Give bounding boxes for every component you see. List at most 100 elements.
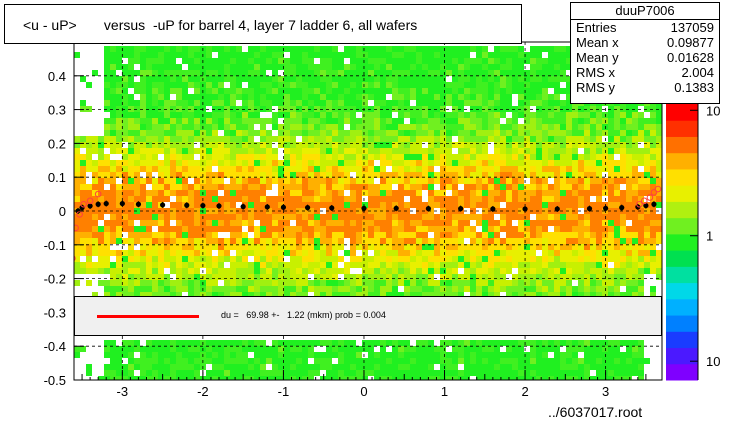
- heatmap-cell: [608, 274, 614, 280]
- heatmap-cell: [434, 148, 440, 154]
- heatmap-cell: [128, 376, 134, 380]
- heatmap-cell: [650, 238, 656, 244]
- heatmap-cell: [104, 220, 110, 226]
- heatmap-cell: [140, 358, 146, 364]
- heatmap-cell: [266, 148, 272, 154]
- heatmap-cell: [194, 220, 200, 226]
- heatmap-cell: [188, 94, 194, 100]
- heatmap-cell: [86, 370, 92, 376]
- heatmap-cell: [386, 292, 392, 298]
- heatmap-cell: [116, 232, 122, 238]
- heatmap-cell: [566, 352, 572, 358]
- heatmap-cell: [128, 220, 134, 226]
- heatmap-cell: [194, 172, 200, 178]
- heatmap-cell: [380, 70, 386, 76]
- heatmap-cell: [260, 256, 266, 262]
- heatmap-cell: [512, 256, 518, 262]
- heatmap-cell: [74, 214, 80, 220]
- heatmap-cell: [410, 238, 416, 244]
- heatmap-cell: [284, 376, 290, 380]
- heatmap-cell: [284, 262, 290, 268]
- heatmap-cell: [566, 370, 572, 376]
- heatmap-cell: [554, 178, 560, 184]
- heatmap-cell: [194, 238, 200, 244]
- x-tick-label: -3: [117, 384, 129, 399]
- heatmap-cell: [500, 64, 506, 70]
- heatmap-cell: [320, 58, 326, 64]
- heatmap-cell: [122, 148, 128, 154]
- heatmap-cell: [530, 352, 536, 358]
- heatmap-cell: [338, 202, 344, 208]
- heatmap-cell: [404, 88, 410, 94]
- heatmap-cell: [434, 196, 440, 202]
- heatmap-cell: [488, 244, 494, 250]
- heatmap-cell: [92, 214, 98, 220]
- heatmap-cell: [362, 46, 368, 52]
- heatmap-cell: [638, 214, 644, 220]
- heatmap-cell: [554, 352, 560, 358]
- heatmap-cell: [80, 262, 86, 268]
- heatmap-cell: [272, 154, 278, 160]
- heatmap-cell: [434, 262, 440, 268]
- heatmap-cell: [644, 184, 650, 190]
- heatmap-cell: [164, 292, 170, 298]
- heatmap-cell: [458, 202, 464, 208]
- heatmap-cell: [554, 46, 560, 52]
- heatmap-cell: [146, 106, 152, 112]
- heatmap-cell: [614, 142, 620, 148]
- heatmap-cell: [314, 268, 320, 274]
- heatmap-cell: [368, 202, 374, 208]
- heatmap-cell: [290, 52, 296, 58]
- heatmap-cell: [506, 166, 512, 172]
- heatmap-cell: [548, 52, 554, 58]
- heatmap-cell: [464, 256, 470, 262]
- heatmap-cell: [542, 70, 548, 76]
- heatmap-cell: [170, 118, 176, 124]
- heatmap-cell: [638, 136, 644, 142]
- heatmap-cell: [536, 148, 542, 154]
- heatmap-cell: [554, 172, 560, 178]
- heatmap-cell: [458, 52, 464, 58]
- heatmap-cell: [338, 172, 344, 178]
- heatmap-cell: [434, 346, 440, 352]
- heatmap-cell: [248, 82, 254, 88]
- heatmap-cell: [350, 46, 356, 52]
- heatmap-cell: [302, 274, 308, 280]
- heatmap-cell: [104, 364, 110, 370]
- heatmap-cell: [128, 82, 134, 88]
- heatmap-cell: [650, 226, 656, 232]
- heatmap-cell: [584, 190, 590, 196]
- heatmap-cell: [602, 250, 608, 256]
- heatmap-cell: [488, 256, 494, 262]
- heatmap-cell: [146, 112, 152, 118]
- heatmap-cell: [422, 100, 428, 106]
- heatmap-cell: [602, 160, 608, 166]
- heatmap-cell: [404, 352, 410, 358]
- heatmap-cell: [110, 226, 116, 232]
- heatmap-cell: [368, 346, 374, 352]
- heatmap-cell: [134, 250, 140, 256]
- heatmap-cell: [530, 256, 536, 262]
- heatmap-cell: [314, 52, 320, 58]
- heatmap-cell: [350, 238, 356, 244]
- heatmap-cell: [386, 118, 392, 124]
- heatmap-cell: [110, 340, 116, 346]
- heatmap-cell: [434, 286, 440, 292]
- heatmap-cell: [446, 364, 452, 370]
- heatmap-cell: [380, 184, 386, 190]
- heatmap-cell: [566, 166, 572, 172]
- heatmap-cell: [302, 130, 308, 136]
- heatmap-cell: [110, 64, 116, 70]
- heatmap-cell: [224, 214, 230, 220]
- heatmap-cell: [494, 250, 500, 256]
- heatmap-cell: [248, 76, 254, 82]
- heatmap-cell: [446, 244, 452, 250]
- heatmap-cell: [260, 340, 266, 346]
- heatmap-cell: [404, 142, 410, 148]
- heatmap-cell: [332, 196, 338, 202]
- heatmap-cell: [404, 190, 410, 196]
- heatmap-cell: [638, 370, 644, 376]
- heatmap-cell: [86, 364, 92, 370]
- heatmap-cell: [332, 364, 338, 370]
- heatmap-cell: [206, 292, 212, 298]
